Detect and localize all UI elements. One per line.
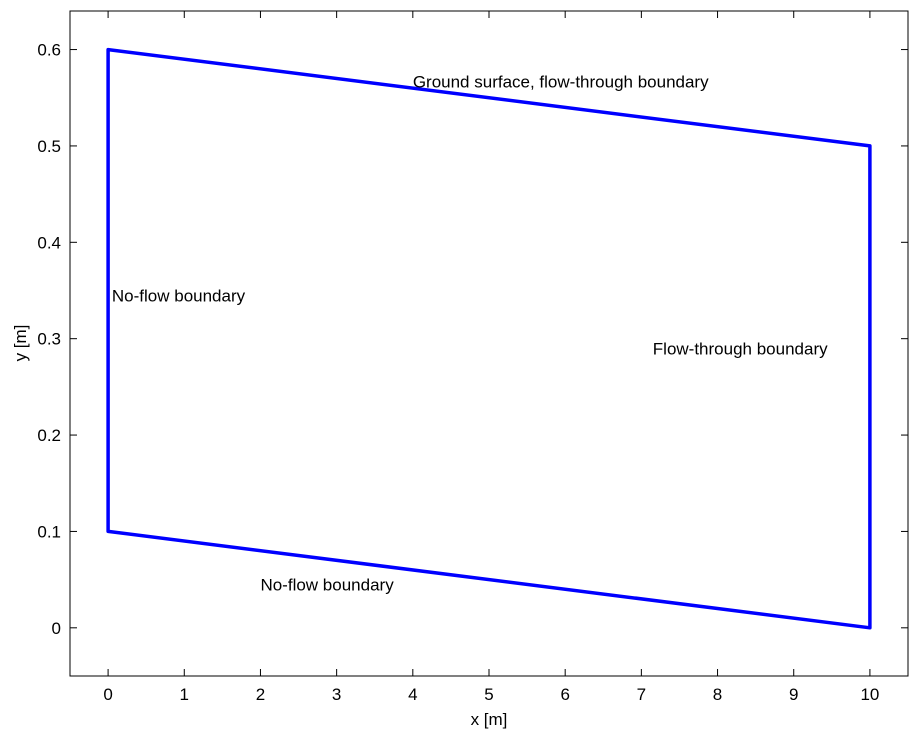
y-tick-label: 0.6 xyxy=(37,41,61,60)
x-tick-label: 10 xyxy=(860,685,879,704)
x-tick-label: 4 xyxy=(408,685,417,704)
boundary-annotation: Ground surface, flow-through boundary xyxy=(413,72,709,91)
x-tick-label: 6 xyxy=(560,685,569,704)
x-tick-label: 2 xyxy=(256,685,265,704)
x-tick-label: 8 xyxy=(713,685,722,704)
y-tick-label: 0.2 xyxy=(37,426,61,445)
x-tick-label: 3 xyxy=(332,685,341,704)
y-tick-label: 0.1 xyxy=(37,522,61,541)
boundary-annotation: Flow-through boundary xyxy=(653,339,828,358)
boundary-annotation: No-flow boundary xyxy=(260,575,394,594)
domain-boundary-line xyxy=(106,47,872,630)
x-tick-label: 1 xyxy=(180,685,189,704)
axes-box xyxy=(69,10,909,677)
plot-area xyxy=(70,11,908,676)
x-axis-label: x [m] xyxy=(471,710,508,729)
series-layer xyxy=(106,47,872,630)
boundary-annotation: No-flow boundary xyxy=(112,286,246,305)
x-tick-label: 9 xyxy=(789,685,798,704)
y-tick-label: 0.4 xyxy=(37,233,61,252)
x-tick-label: 0 xyxy=(103,685,112,704)
x-tick-label: 5 xyxy=(484,685,493,704)
y-tick-label: 0 xyxy=(52,619,61,638)
ticks-layer: 0 1 2 3 4 5 6 7 8 9 10 0 0.1 0.2 0.3 0.4 0.5 0.6 xyxy=(37,11,908,704)
y-tick-label: 0.3 xyxy=(37,330,61,349)
y-axis-label: y [m] xyxy=(11,325,30,362)
x-tick-label: 7 xyxy=(637,685,646,704)
annotation-layer: Ground surface, flow-through boundary No-… xyxy=(112,72,828,594)
y-tick-label: 0.5 xyxy=(37,137,61,156)
